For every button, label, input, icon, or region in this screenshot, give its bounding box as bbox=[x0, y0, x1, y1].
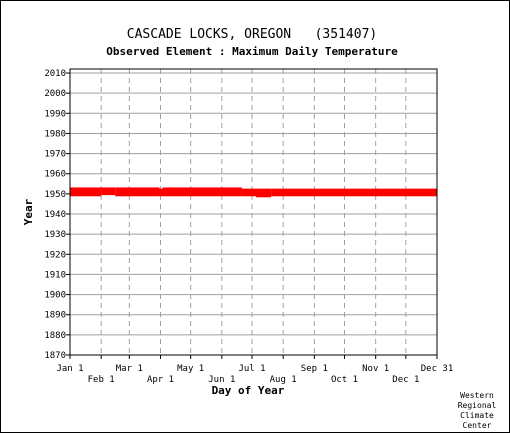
x-tick-label: May 1 bbox=[177, 364, 204, 374]
x-axis-title: Day of Year bbox=[212, 384, 285, 397]
credit-block: Western Regional Climate Center bbox=[458, 391, 497, 430]
y-tick-label: 1910 bbox=[44, 270, 66, 280]
x-axis-ticks: Jan 1 Mar 1 May 1 Jul 1 Sep 1 Nov 1 Dec 31 Feb … bbox=[56, 355, 453, 385]
x-tick-label: Sep 1 bbox=[301, 364, 328, 374]
y-axis-title: Year bbox=[22, 198, 35, 225]
data-bar bbox=[162, 187, 242, 197]
x-tick-label: Jun 1 bbox=[208, 375, 235, 385]
y-tick-label: 1960 bbox=[44, 170, 66, 180]
x-tick-label: Mar 1 bbox=[116, 364, 143, 374]
x-tick-label: Oct 1 bbox=[331, 375, 358, 385]
y-tick-label: 1950 bbox=[44, 190, 66, 200]
credit-line: Western bbox=[460, 391, 494, 400]
y-tick-label: 1880 bbox=[44, 331, 66, 341]
x-tick-label: Dec 1 bbox=[392, 375, 419, 385]
credit-line: Climate bbox=[460, 411, 494, 420]
x-tick-label: Jul 1 bbox=[238, 364, 265, 374]
x-tick-label: Apr 1 bbox=[147, 375, 174, 385]
y-tick-label: 2000 bbox=[44, 89, 66, 99]
y-tick-label: 1920 bbox=[44, 250, 66, 260]
y-tick-label: 2010 bbox=[44, 69, 66, 79]
x-tick-label: Aug 1 bbox=[270, 375, 297, 385]
data-bar bbox=[101, 187, 116, 196]
y-tick-label: 1900 bbox=[44, 291, 66, 301]
data-bar bbox=[271, 188, 437, 197]
y-tick-label: 1970 bbox=[44, 150, 66, 160]
data-bar bbox=[159, 188, 163, 197]
y-tick-label: 1990 bbox=[44, 109, 66, 119]
chart-subtitle: Observed Element : Maximum Daily Tempera… bbox=[106, 45, 398, 58]
x-tick-label: Jan 1 bbox=[56, 364, 83, 374]
y-tick-label: 1940 bbox=[44, 210, 66, 220]
data-bar bbox=[241, 188, 257, 197]
credit-line: Center bbox=[463, 421, 492, 430]
data-bar bbox=[256, 188, 272, 198]
data-bars bbox=[70, 187, 437, 198]
y-tick-label: 1980 bbox=[44, 129, 66, 139]
x-tick-label: Dec 31 bbox=[421, 364, 454, 374]
y-axis-ticks: 1870 1880 1890 1900 1910 1920 1930 1940 1950 1960… bbox=[44, 69, 70, 361]
y-tick-label: 1870 bbox=[44, 351, 66, 361]
x-tick-label: Nov 1 bbox=[362, 364, 389, 374]
plot-area-border bbox=[69, 68, 438, 356]
data-bar bbox=[115, 187, 160, 197]
y-tick-label: 1890 bbox=[44, 311, 66, 321]
chart-title: CASCADE LOCKS, OREGON (351407) bbox=[127, 27, 377, 42]
y-tick-label: 1930 bbox=[44, 230, 66, 240]
credit-line: Regional bbox=[458, 401, 497, 410]
data-bar bbox=[70, 187, 102, 197]
grid bbox=[70, 69, 437, 356]
x-tick-label: Feb 1 bbox=[88, 375, 115, 385]
